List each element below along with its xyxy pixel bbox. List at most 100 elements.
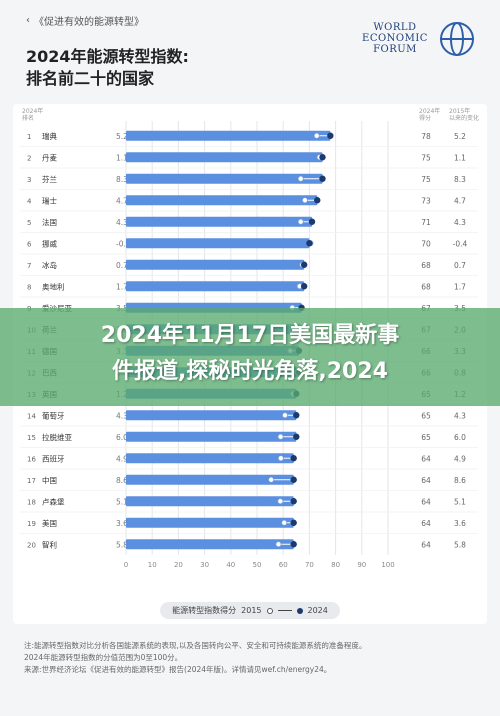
score-label: 71	[421, 218, 431, 227]
footnotes: 注:能源转型指数对比分析各国能源系统的表现,以及各国转向公平、安全和可持续能源系…	[24, 640, 366, 676]
header-rank-line-1: 2024年	[22, 108, 44, 115]
country-label: 美国	[42, 518, 57, 528]
x-tick-label-50: 50	[253, 561, 262, 569]
dot-2024	[290, 519, 297, 526]
change-label: 8.6	[454, 476, 466, 485]
dot-2015	[277, 498, 284, 505]
change-inline-label: 4.9	[116, 454, 128, 463]
dot-2024	[293, 412, 300, 419]
dot-2015	[277, 433, 284, 440]
dot-2024	[327, 132, 334, 139]
dot-2024	[290, 455, 297, 462]
legend-2015-label: 2015	[241, 606, 262, 615]
dot-2024	[308, 218, 316, 225]
x-tick-label-80: 80	[331, 561, 340, 569]
rank-label: 19	[27, 520, 36, 528]
country-label: 奥地利	[42, 281, 65, 291]
bar-7	[126, 259, 305, 270]
bar-1	[126, 130, 331, 141]
country-label: 智利	[42, 539, 57, 549]
rank-label: 18	[27, 498, 36, 506]
rank-label: 6	[27, 240, 32, 248]
country-label: 拉脱维亚	[42, 432, 72, 442]
dot-2024	[319, 154, 326, 161]
header-change-line-1: 2015年	[449, 108, 471, 115]
rank-label: 17	[27, 477, 36, 485]
score-label: 68	[421, 282, 431, 291]
footnote-2: 2024年能源转型指数的分值范围为0至100分。	[24, 653, 183, 662]
score-label: 64	[421, 540, 431, 549]
bar-4	[126, 195, 318, 206]
report-kicker: ‹ 《促进有效的能源转型》	[26, 13, 144, 28]
dot-2015	[297, 218, 304, 225]
logo-line-1: WORLD	[373, 22, 417, 33]
score-label: 73	[421, 196, 431, 205]
score-label: 64	[421, 497, 431, 506]
x-tick-label-60: 60	[279, 561, 288, 569]
header-score-line-2: 得分	[419, 115, 432, 122]
country-label: 葡萄牙	[42, 410, 65, 420]
banner-line-1: 2024年11月17日美国最新事	[100, 323, 400, 348]
bar-19	[126, 517, 294, 528]
change-label: 1.7	[454, 282, 466, 291]
dot-2024	[306, 240, 313, 247]
chart-legend: 能源转型指数得分 2015 2024	[160, 602, 340, 619]
header-change-line-2: 以来的变化	[449, 115, 480, 122]
rank-label: 5	[27, 219, 31, 227]
rank-label: 8	[27, 283, 31, 291]
change-inline-label: 6.0	[116, 433, 128, 442]
dot-2024	[314, 197, 321, 204]
legend-line	[277, 610, 292, 611]
score-label: 75	[421, 175, 431, 184]
score-label: 78	[421, 132, 431, 141]
rank-label: 2	[27, 154, 31, 162]
score-label: 75	[421, 153, 431, 162]
logo-line-3: FORUM	[373, 44, 417, 55]
bar-6	[126, 238, 310, 249]
banner-line-2: 件报道,探秘时光角落,2024	[112, 359, 388, 384]
logo-text: WORLD ECONOMIC FORUM	[354, 22, 436, 55]
country-label: 中国	[42, 475, 57, 485]
x-tick-label-70: 70	[305, 561, 314, 569]
country-label: 冰岛	[42, 260, 57, 270]
change-inline-label: 0.7	[116, 261, 128, 270]
change-inline-label: 5.2	[116, 132, 128, 141]
logo-line-2: ECONOMIC	[362, 33, 428, 44]
legend-2024-label: 2024	[307, 606, 328, 615]
rank-label: 15	[27, 434, 36, 442]
wef-logo: WORLD ECONOMIC FORUM	[354, 18, 474, 66]
change-label: 0.7	[454, 261, 466, 270]
legend-2024-marker	[296, 607, 303, 614]
headline-banner	[0, 308, 500, 406]
bar-15	[126, 431, 297, 442]
footnote-3: 来源:世界经济论坛《促进有效的能源转型》报告(2024年版)。详情请见wef.c…	[24, 665, 332, 674]
dot-2024	[290, 541, 297, 548]
change-label: 6.0	[454, 433, 466, 442]
change-inline-label: 4.3	[116, 411, 128, 420]
score-label: 64	[421, 519, 431, 528]
country-label: 瑞典	[42, 131, 57, 141]
rank-label: 4	[27, 197, 32, 205]
change-label: 4.3	[454, 218, 466, 227]
rank-label: 20	[27, 541, 36, 549]
x-tick-label-20: 20	[174, 561, 183, 569]
dot-2015	[275, 541, 282, 548]
rank-label: 7	[27, 262, 31, 270]
rank-label: 16	[27, 455, 36, 463]
legend-label: 能源转型指数得分	[172, 606, 237, 615]
dot-2024	[290, 498, 297, 505]
bar-3	[126, 173, 323, 184]
score-label: 68	[421, 261, 431, 270]
score-label: 65	[421, 411, 431, 420]
globe-icon	[440, 22, 474, 56]
change-inline-label: 1.7	[116, 282, 128, 291]
rank-label: 1	[27, 133, 31, 141]
header-rank-line-2: 排名	[22, 115, 35, 122]
change-label: 4.9	[454, 454, 466, 463]
legend-wrap: 能源转型指数得分 2015 2024	[0, 602, 500, 619]
dot-2015	[301, 197, 308, 204]
x-tick-label-90: 90	[357, 561, 366, 569]
dot-2024	[293, 433, 300, 440]
x-tick-label-30: 30	[200, 561, 209, 569]
change-inline-label: 8.3	[116, 175, 128, 184]
